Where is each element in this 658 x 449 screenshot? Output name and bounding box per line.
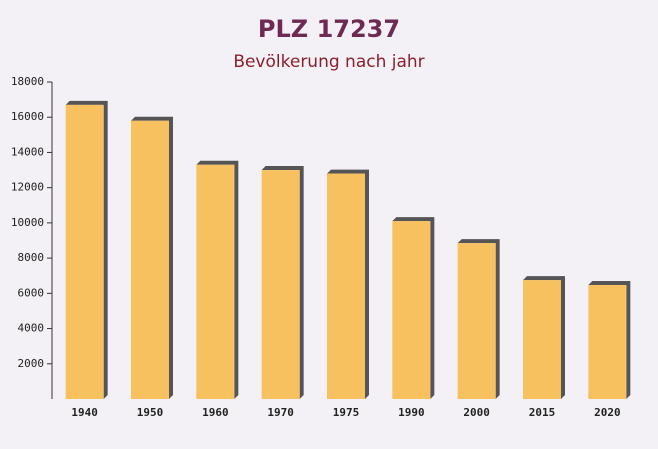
y-tick-label: 16000	[11, 110, 44, 123]
bar	[523, 280, 561, 399]
x-tick-label: 1940	[71, 406, 98, 419]
y-tick-label: 14000	[11, 145, 44, 158]
y-tick-label: 8000	[18, 251, 45, 264]
bar	[327, 173, 365, 399]
bar	[392, 221, 431, 399]
x-tick-label: 1975	[333, 406, 360, 419]
chart-subtitle: Bevölkerung nach jahr	[233, 52, 424, 72]
y-tick-label: 10000	[11, 216, 44, 229]
x-tick-label: 1960	[202, 406, 229, 419]
y-tick-label: 4000	[18, 322, 45, 335]
bar	[131, 120, 169, 399]
bar	[196, 164, 235, 399]
chart-title: PLZ 17237	[258, 15, 400, 43]
bar	[65, 104, 104, 400]
bar	[588, 285, 627, 399]
y-tick-label: 2000	[18, 357, 45, 370]
y-tick-label: 12000	[11, 181, 44, 194]
x-tick-label: 1970	[267, 406, 294, 419]
bar	[261, 170, 300, 399]
x-tick-label: 2000	[463, 406, 490, 419]
y-tick-label: 18000	[11, 75, 44, 88]
x-tick-label: 2015	[529, 406, 556, 419]
y-tick-label: 6000	[18, 286, 45, 299]
x-tick-label: 1950	[137, 406, 164, 419]
x-tick-label: 2020	[594, 406, 621, 419]
bar	[457, 243, 496, 399]
x-tick-label: 1990	[398, 406, 425, 419]
